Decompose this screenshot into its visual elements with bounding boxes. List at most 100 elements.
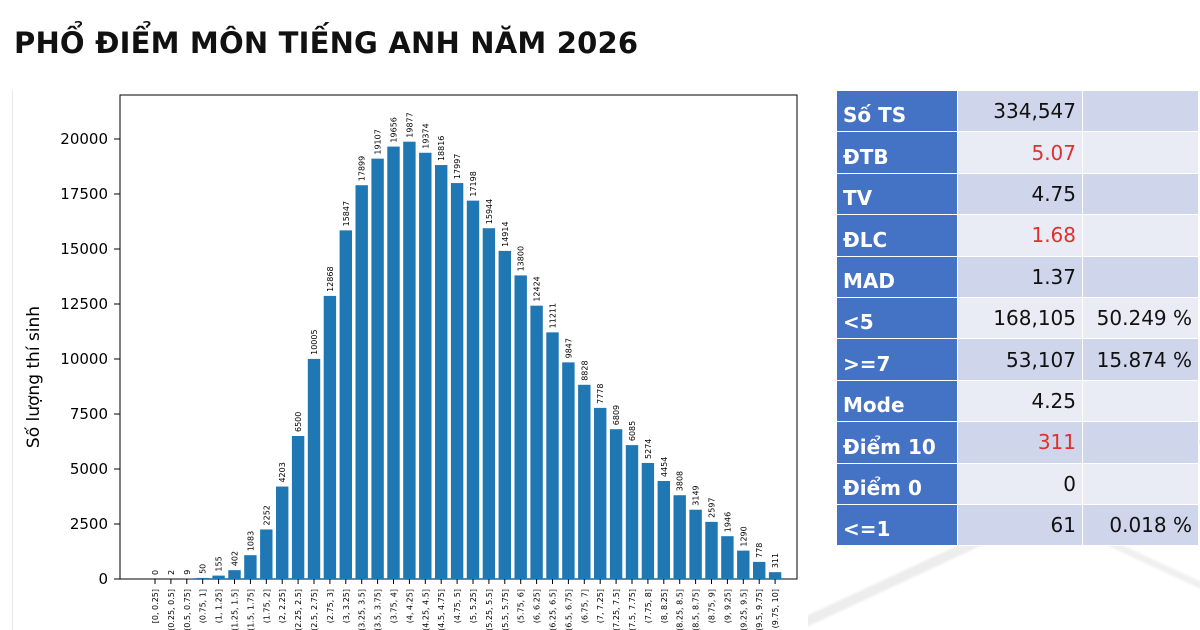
x-tick-label: (3.5, 3.75]: [374, 589, 383, 630]
histogram-svg: 02500500075001000012500150001750020000Số…: [23, 94, 798, 630]
stat-label: <5: [836, 296, 958, 340]
x-tick-label: (1.5, 1.75]: [246, 589, 255, 630]
stat-label: MAD: [836, 255, 958, 298]
bar-value-label: 6085: [628, 421, 637, 441]
bar-value-label: 9: [183, 570, 192, 575]
stat-value: 61: [957, 503, 1083, 547]
y-tick-label: 2500: [70, 515, 108, 533]
stat-percent: [1082, 379, 1199, 423]
bar-value-label: 2252: [262, 505, 271, 525]
y-tick-label: 17500: [60, 185, 108, 203]
bar-value-label: 1290: [739, 526, 748, 546]
x-tick-label: (6.25, 6.5]: [549, 589, 558, 630]
bar-value-label: 6809: [612, 405, 621, 425]
bar: [721, 536, 734, 579]
bar: [753, 561, 766, 579]
x-tick-label: [0, 0.25]: [151, 589, 160, 623]
x-tick-label: (2.75, 3]: [326, 589, 335, 623]
bar: [387, 146, 400, 579]
stat-label: ĐTB: [836, 131, 958, 174]
bar-value-label: 0: [151, 570, 160, 575]
stat-label: <=1: [836, 503, 958, 547]
bar: [562, 362, 575, 579]
bar-value-label: 11211: [549, 303, 558, 328]
stats-row: MAD 1.37: [836, 255, 1199, 298]
stats-row: TV 4.75: [836, 172, 1199, 216]
bar: [339, 230, 352, 579]
bar-value-label: 19374: [421, 123, 430, 148]
bar: [419, 152, 432, 579]
x-tick-label: (5.75, 6]: [517, 589, 526, 623]
x-tick-label: (4.5, 4.75]: [437, 589, 446, 630]
bar: [371, 158, 384, 579]
bar-value-label: 4203: [278, 462, 287, 482]
bar: [625, 445, 639, 579]
stats-row: Điểm 10 311: [836, 421, 1199, 464]
bar-value-label: 15944: [485, 199, 494, 224]
stat-percent: 50.249 %: [1082, 296, 1199, 340]
x-tick-label: (6.5, 6.75]: [564, 589, 573, 630]
stats-row: Số TS 334,547: [836, 89, 1199, 133]
stat-percent: [1082, 172, 1199, 216]
bar-value-label: 19107: [374, 129, 383, 154]
x-tick-label: (1.75, 2]: [262, 589, 271, 623]
stats-row: >=7 53,107 15.874 %: [836, 338, 1199, 381]
bar-value-label: 155: [215, 556, 224, 571]
bar: [514, 275, 527, 579]
stat-percent: [1082, 421, 1199, 464]
stat-label: TV: [836, 172, 958, 216]
bar: [196, 577, 209, 579]
x-tick-label: (7, 7.25]: [596, 589, 605, 623]
bar-value-label: 19877: [405, 112, 414, 137]
bar: [737, 550, 750, 579]
y-tick-label: 12500: [60, 295, 108, 313]
x-tick-label: (9.75, 10]: [771, 589, 780, 628]
x-tick-label: (1, 1.25]: [215, 589, 224, 623]
x-tick-label: (0.75, 1]: [199, 589, 208, 623]
stats-row: <5 168,105 50.249 %: [836, 296, 1199, 340]
bar-value-label: 1083: [246, 531, 255, 551]
bar: [546, 332, 559, 579]
bar: [673, 495, 686, 579]
stat-value: 53,107: [957, 338, 1083, 381]
y-tick-label: 20000: [60, 130, 108, 148]
stat-value: 1.37: [957, 255, 1083, 298]
x-tick-label: (9.5, 9.75]: [755, 589, 764, 630]
bar: [212, 575, 225, 579]
bar: [466, 200, 480, 580]
x-tick-label: (8, 8.25]: [660, 589, 669, 623]
bar-value-label: 2597: [708, 498, 717, 518]
x-tick-label: (3, 3.25]: [342, 589, 351, 623]
stat-percent: [1082, 131, 1199, 174]
stat-value: 0: [957, 462, 1083, 505]
bar: [403, 141, 416, 579]
bar-value-label: 17997: [453, 154, 462, 179]
bar-value-label: 12424: [533, 276, 542, 301]
bar: [641, 462, 655, 579]
x-tick-label: (5.5, 5.75]: [501, 589, 510, 630]
bar-value-label: 1946: [723, 512, 732, 532]
bar: [689, 509, 702, 579]
bar-value-label: 3149: [692, 485, 701, 505]
bar-value-label: 5274: [644, 439, 653, 459]
x-tick-label: (2, 2.25]: [278, 589, 287, 623]
page-title: PHỔ ĐIỂM MÔN TIẾNG ANH NĂM 2026: [14, 26, 639, 60]
x-tick-label: (5, 5.25]: [469, 589, 478, 623]
bar: [276, 486, 289, 579]
bar: [498, 250, 511, 579]
bar: [482, 228, 496, 579]
bar-value-label: 7778: [596, 384, 605, 404]
stat-percent: [1082, 89, 1199, 133]
x-tick-label: (2.5, 2.75]: [310, 589, 319, 630]
bar-value-label: 17198: [469, 171, 478, 196]
stats-row: Mode 4.25: [836, 379, 1199, 423]
bar-value-label: 6500: [294, 412, 303, 432]
stat-value: 1.68: [957, 214, 1083, 257]
bar: [578, 384, 591, 579]
bar-value-label: 18816: [437, 136, 446, 161]
bar-value-label: 2: [167, 570, 176, 575]
bar: [291, 436, 305, 579]
x-tick-label: (4.25, 4.5]: [421, 589, 430, 630]
bar: [450, 183, 464, 579]
